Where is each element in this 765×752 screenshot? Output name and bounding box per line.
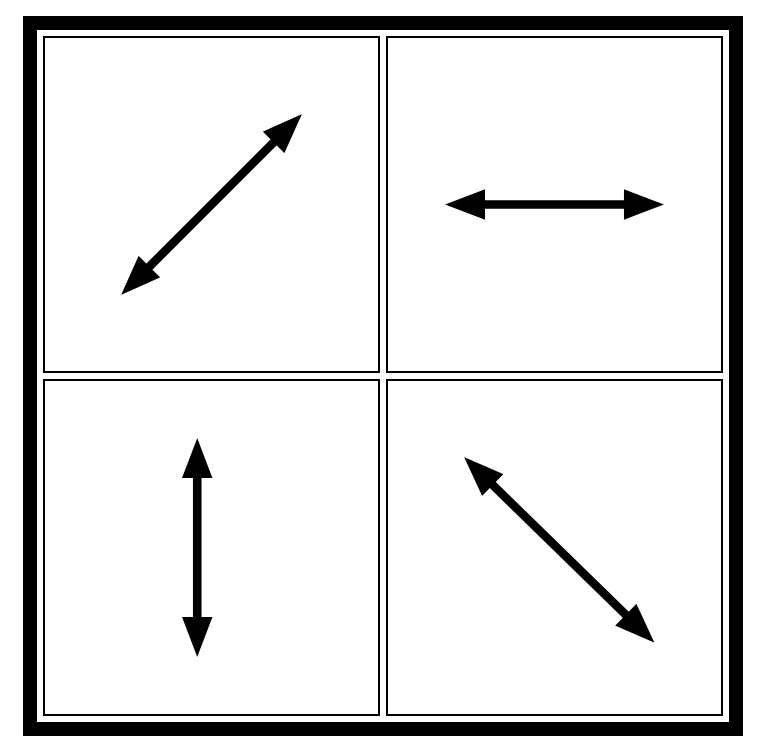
- outer-frame: [23, 16, 743, 736]
- cell-bottom-left: [43, 379, 380, 716]
- cell-top-left: [43, 36, 380, 373]
- vertical-arrow-icon: [45, 381, 378, 714]
- arrow-grid: [43, 36, 723, 716]
- diagonal-nw-se-arrow-icon: [388, 381, 721, 714]
- horizontal-arrow-icon: [388, 38, 721, 371]
- diagonal-ne-sw-arrow-icon: [45, 38, 378, 371]
- cell-top-right: [386, 36, 723, 373]
- cell-bottom-right: [386, 379, 723, 716]
